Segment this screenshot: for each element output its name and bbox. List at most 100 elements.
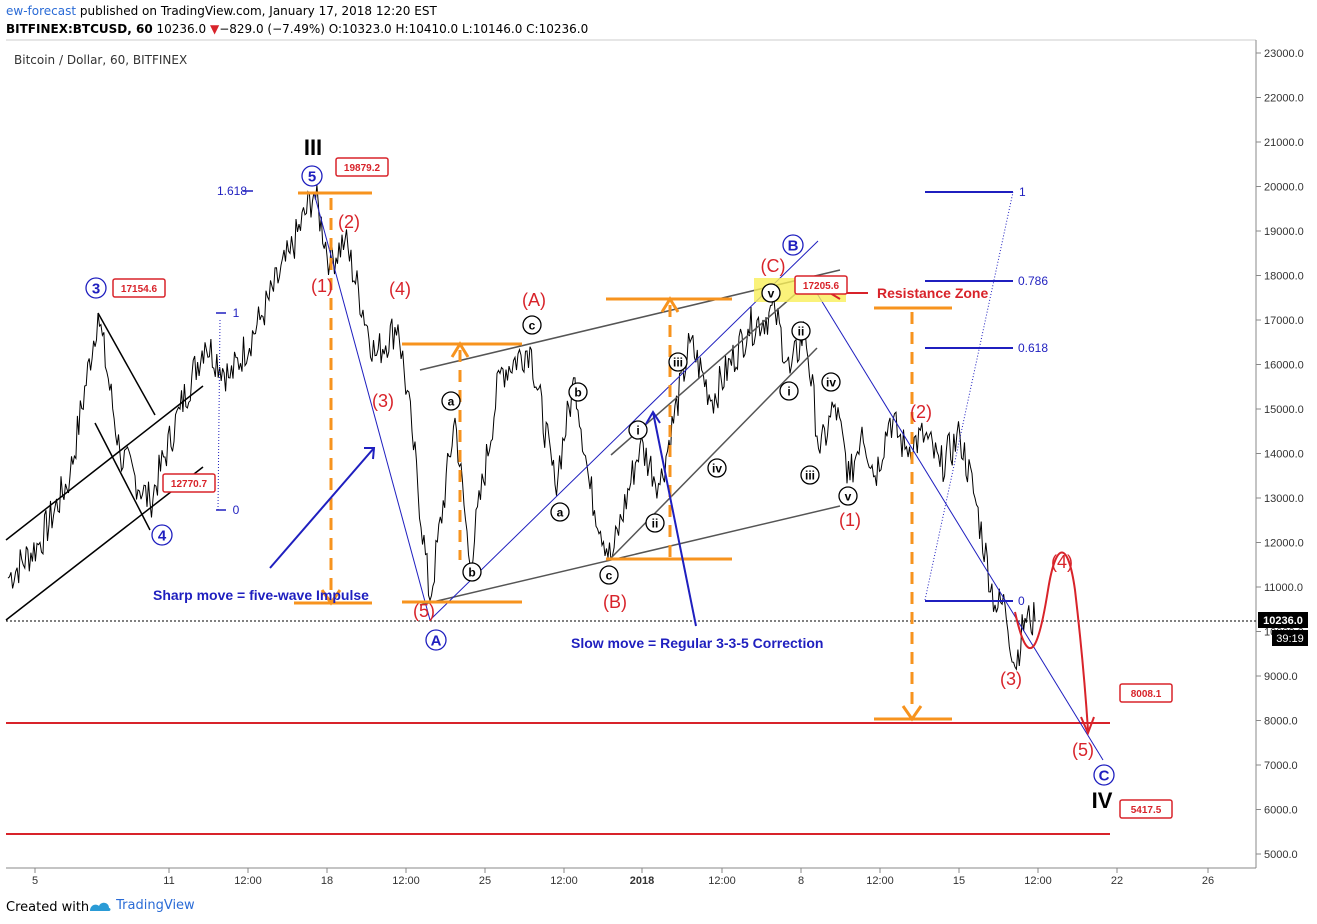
time-tick-label: 22 xyxy=(1111,875,1123,887)
price-chart[interactable]: 5000.06000.07000.08000.09000.010000.0110… xyxy=(0,0,1317,892)
black-wave-label-circle xyxy=(821,372,841,392)
price-tick-label: 12000.0 xyxy=(1264,538,1304,550)
black-wave-label: ii xyxy=(652,516,659,530)
black-wave-label-circle xyxy=(568,382,588,402)
red-wave-label: (3) xyxy=(372,391,394,411)
black-wave-label-circle xyxy=(462,562,482,582)
chart-header: ew-forecast published on TradingView.com… xyxy=(0,0,1317,40)
price-tick-label: 22000.0 xyxy=(1264,93,1304,105)
blue-wave-label-circle xyxy=(1093,764,1115,786)
blue-trendlines xyxy=(313,192,1104,761)
blue-wave-label-circle xyxy=(782,234,804,256)
tradingview-logo-icon xyxy=(90,902,111,911)
fib-right-dotted xyxy=(924,191,1014,601)
price-tick-label: 21000.0 xyxy=(1264,137,1304,149)
impulse-note: Sharp move = five-wave Impulse xyxy=(153,587,369,603)
black-wave-label: a xyxy=(557,505,564,519)
impulse-arrow xyxy=(269,447,376,569)
price-tick-label: 7000.0 xyxy=(1264,760,1298,772)
red-wave-label: (1) xyxy=(311,276,333,296)
last-price: 10236.0 xyxy=(156,22,207,36)
correction-arrow xyxy=(645,410,697,627)
tradingview-link[interactable]: TradingView xyxy=(88,898,195,913)
black-wave-label-circle xyxy=(441,391,461,411)
blue-wave-label: 3 xyxy=(92,280,100,297)
fib-left-label: 0 xyxy=(233,503,240,517)
black-wave-label: iii xyxy=(805,468,815,482)
price-tick-label: 11000.0 xyxy=(1264,582,1303,594)
author-link[interactable]: ew-forecast xyxy=(6,4,77,18)
countdown-text: 39:19 xyxy=(1276,633,1304,645)
price-callout-box[interactable] xyxy=(794,275,848,295)
black-wave-label: ii xyxy=(798,324,805,338)
black-wave-label-circle xyxy=(791,321,811,341)
red-wave-label: (A) xyxy=(522,290,546,310)
time-tick-label: 2018 xyxy=(630,875,654,887)
price-callout-text: 8008.1 xyxy=(1131,689,1162,700)
countdown-badge xyxy=(1272,630,1308,646)
red-wave-label: (3) xyxy=(1000,669,1022,689)
price-callout-box[interactable] xyxy=(112,278,166,298)
fib-left-label: 1 xyxy=(233,306,240,320)
time-tick-label: 12:00 xyxy=(1024,875,1052,887)
black-wave-label: b xyxy=(574,385,581,399)
price-series-line xyxy=(7,184,1036,671)
blue-wave-label-circle xyxy=(85,277,107,299)
fib-right-label: 0.786 xyxy=(1018,274,1048,288)
price-callout-text: 17205.6 xyxy=(803,281,840,292)
fib-left-label: 1.618 xyxy=(217,184,247,198)
black-wave-label: i xyxy=(787,384,790,398)
black-wave-label-circle xyxy=(599,565,619,585)
price-callout-text: 5417.5 xyxy=(1131,805,1162,816)
price-tick-label: 8000.0 xyxy=(1264,716,1298,728)
price-callout-box[interactable] xyxy=(1119,799,1173,819)
price-callout-text: 12770.7 xyxy=(171,479,208,490)
blue-wave-label-circle xyxy=(301,165,323,187)
symbol: BITFINEX:BTCUSD, 60 xyxy=(6,22,153,36)
price-callout-box[interactable] xyxy=(1119,683,1173,703)
projected-arrow-head xyxy=(1080,716,1095,736)
fib-left-dotted xyxy=(217,319,221,511)
price-tick-label: 5000.0 xyxy=(1264,849,1298,861)
black-wave-label-circle xyxy=(668,352,688,372)
fib-right-label: 0.618 xyxy=(1018,341,1048,355)
price-tick-label: 20000.0 xyxy=(1264,182,1304,194)
price-callout-box[interactable] xyxy=(335,157,389,177)
orange-projections xyxy=(294,191,952,722)
time-tick-label: 12:00 xyxy=(392,875,420,887)
price-tick-label: 16000.0 xyxy=(1264,360,1304,372)
time-tick-label: 8 xyxy=(798,875,804,887)
time-tick-label: 11 xyxy=(163,875,174,887)
blue-wave-label: 5 xyxy=(308,168,316,185)
black-wave-label: v xyxy=(768,286,775,300)
time-tick-label: 25 xyxy=(479,875,491,887)
wave-labels: 3 4 5 A B C (1) (2) (3) (4) (5) (A) (B) (C) (1) (2) (3) (… xyxy=(85,135,1115,813)
blue-wave-label: A xyxy=(431,632,442,649)
black-wave-label: c xyxy=(529,318,536,332)
red-wave-label: (2) xyxy=(338,212,360,232)
fib-right-label: 0 xyxy=(1018,594,1025,608)
black-wave-label-circle xyxy=(645,513,665,533)
current-price-text: 10236.0 xyxy=(1263,615,1303,627)
publish-line: ew-forecast published on TradingView.com… xyxy=(6,4,437,18)
footer: Created with TradingView xyxy=(0,892,1317,924)
price-callout-text: 19879.2 xyxy=(344,163,381,174)
down-arrow-icon: ▼ xyxy=(209,22,220,36)
price-change: −829.0 (−7.49%) xyxy=(219,22,325,36)
ohlc: O:10323.0 H:10410.0 L:10146.0 C:10236.0 xyxy=(328,22,589,36)
blue-wave-label: C xyxy=(1099,767,1110,784)
red-wave-label: (4) xyxy=(389,279,411,299)
price-callout-box[interactable] xyxy=(162,473,216,493)
blue-wave-label: B xyxy=(788,237,799,254)
red-wave-label: (5) xyxy=(413,601,435,621)
price-tick-label: 19000.0 xyxy=(1264,226,1304,238)
black-wave-label-circle xyxy=(761,283,781,303)
black-wave-label: b xyxy=(468,565,475,579)
price-tick-label: 18000.0 xyxy=(1264,271,1304,283)
black-wave-label-circle xyxy=(779,381,799,401)
blue-wave-label: 4 xyxy=(158,527,167,544)
chart-title: Bitcoin / Dollar, 60, BITFINEX xyxy=(14,53,188,67)
time-tick-label: 26 xyxy=(1202,875,1214,887)
time-tick-label: 12:00 xyxy=(234,875,262,887)
time-tick-label: 12:00 xyxy=(708,875,736,887)
